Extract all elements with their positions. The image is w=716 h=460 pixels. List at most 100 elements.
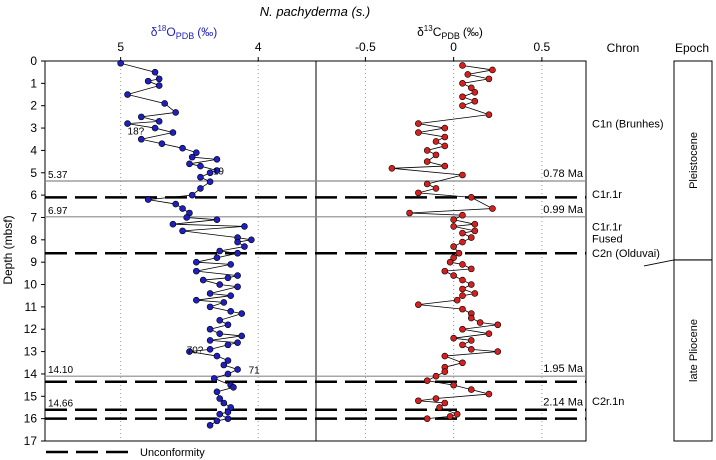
carbon-data-point	[471, 220, 479, 228]
oxygen-axis-label: δ18OPDB (‰)	[151, 24, 217, 41]
oxygen-data-point	[238, 310, 246, 317]
carbon-x-tick-label: -0.5	[355, 40, 376, 54]
oxygen-data-point	[172, 200, 179, 208]
oxygen-data-point	[224, 341, 232, 349]
carbon-data-point	[450, 223, 457, 230]
oxygen-data-point	[224, 357, 232, 364]
carbon-data-point	[459, 102, 466, 110]
carbon-data-point	[432, 185, 440, 192]
oxygen-axis-label-sub: PDB	[176, 31, 195, 41]
carbon-data-point	[471, 97, 479, 105]
oxygen-data-point	[206, 422, 214, 429]
carbon-data-point	[441, 267, 449, 275]
legend: Unconformity	[46, 447, 205, 459]
carbon-data-point	[459, 341, 466, 349]
oxygen-data-point	[144, 196, 152, 203]
carbon-data-point	[459, 305, 466, 313]
carbon-data-point	[406, 209, 413, 217]
carbon-data-point	[471, 88, 479, 96]
isotope-stage-label: 19	[213, 167, 225, 178]
carbon-data-point	[441, 124, 449, 132]
oxygen-data-point	[161, 100, 168, 107]
carbon-data-point	[471, 290, 479, 297]
oxygen-data-point	[206, 303, 214, 311]
oxygen-data-point	[193, 267, 200, 275]
carbon-data-point	[455, 249, 463, 257]
oxygen-data-point	[224, 321, 232, 329]
isotope-stage-label: 71	[249, 365, 261, 376]
carbon-data-point	[453, 410, 461, 418]
oxygen-data-point	[234, 238, 241, 246]
carbon-data-point	[459, 171, 466, 179]
isotope-stage-label: 70?	[187, 345, 204, 356]
oxygen-data-point	[220, 299, 228, 306]
carbon-data-point	[459, 62, 466, 69]
depth-axis-label: Depth (mbsf)	[1, 215, 15, 284]
depth-tick-label: 0	[30, 54, 37, 68]
carbon-axis-label-sub: PDB	[441, 31, 460, 41]
oxygen-data-point	[230, 384, 237, 391]
oxygen-data-point	[206, 169, 214, 177]
carbon-data-point	[467, 194, 475, 201]
oxygen-data-point	[213, 167, 221, 174]
carbon-data-point	[459, 93, 466, 101]
oxygen-data-point	[151, 68, 159, 76]
epoch-label: Pleistocene	[688, 132, 700, 189]
reference-lines	[45, 180, 586, 420]
legend-label: Unconformity	[140, 447, 205, 459]
oxygen-data-point	[227, 261, 235, 268]
carbon-data-point	[485, 75, 493, 83]
carbon-data-point	[432, 395, 440, 402]
depth-tick-label: 8	[30, 233, 37, 247]
depth-tick-label: 1	[30, 76, 37, 90]
oxygen-data-point	[213, 417, 221, 425]
chron-label: C2n (Olduvai)	[592, 248, 660, 260]
carbon-data-point	[446, 413, 454, 420]
carbon-data-point	[450, 381, 457, 389]
oxygen-data-point	[193, 258, 200, 266]
oxygen-data-point	[188, 191, 196, 199]
oxygen-data-point	[213, 254, 221, 262]
depth-tick-label: 15	[24, 389, 38, 403]
epoch-header: Epoch	[675, 41, 709, 55]
carbon-data-point	[436, 404, 443, 411]
label-layer: 5.37 0.78 Ma 6.97 0.99 Ma 14.10 1.95 Ma 14.66 2…	[48, 126, 584, 409]
oxygen-data-point	[227, 292, 235, 300]
carbon-data-point	[494, 321, 502, 329]
oxygen-data-point	[193, 296, 200, 304]
carbon-data-point	[446, 258, 454, 266]
oxygen-data-point	[224, 415, 232, 422]
oxygen-data-point	[197, 173, 204, 181]
carbon-data-point	[467, 346, 475, 353]
carbon-x-tick-label: 0.5	[534, 40, 551, 54]
carbon-data-point	[450, 216, 457, 224]
oxygen-axis-label-base: O	[166, 25, 175, 39]
carbon-data-point	[467, 314, 475, 322]
oxygen-data-point	[193, 149, 200, 156]
oxygen-axis-label-unit: (‰)	[197, 25, 217, 39]
carbon-data-point	[450, 243, 457, 250]
carbon-x-tick-label: 0	[450, 40, 457, 54]
carbon-data-point	[441, 162, 449, 170]
oxygen-x-tick-label: 4	[255, 40, 262, 54]
carbon-data-point	[441, 133, 449, 141]
oxygen-data-point	[220, 399, 228, 407]
carbon-data-point	[450, 254, 457, 262]
oxygen-data-point	[117, 59, 124, 67]
oxygen-data-point	[220, 361, 228, 369]
carbon-data-point	[453, 296, 461, 304]
carbon-data-point	[467, 84, 475, 92]
boundary-age-label: 1.95 Ma	[543, 363, 584, 375]
carbon-data-point	[415, 120, 422, 127]
carbon-data-point	[415, 397, 422, 405]
carbon-data-point	[459, 276, 466, 284]
oxygen-data-point	[206, 346, 214, 353]
chart-title: N. pachyderma (s.)	[260, 4, 371, 19]
oxygen-data-point	[169, 220, 177, 228]
oxygen-data-point	[216, 316, 224, 324]
isotope-stage-label: 18?	[128, 126, 145, 137]
oxygen-data-point	[224, 274, 232, 282]
oxygen-data-point	[213, 388, 221, 396]
oxygen-data-point	[216, 330, 224, 338]
